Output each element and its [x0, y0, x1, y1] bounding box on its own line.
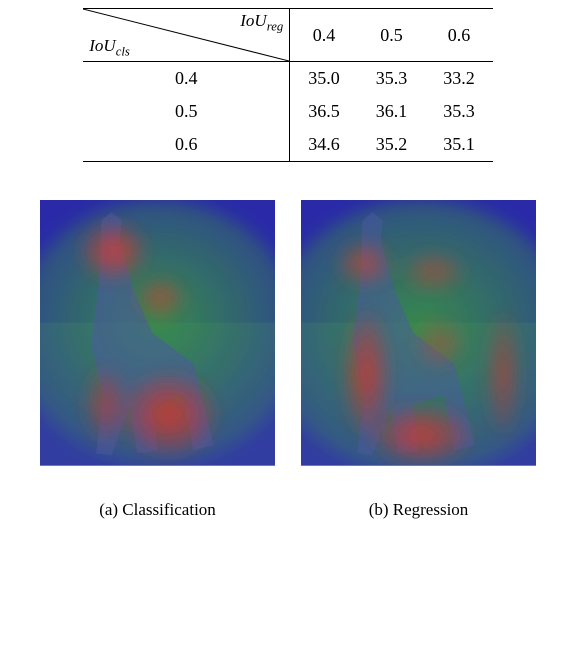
heatmap-regression: [301, 200, 536, 466]
iou-table: IoUreg IoUcls 0.4 0.5 0.6 0.4 35.0 35.3 …: [83, 8, 493, 162]
header-iou-reg-main: IoU: [240, 11, 266, 30]
cell: 35.1: [425, 128, 493, 162]
row-label: 0.5: [83, 95, 290, 128]
caption-b: (b) Regression: [369, 500, 469, 520]
col-header-1: 0.5: [358, 9, 426, 62]
cell-bold: 36.5: [290, 95, 358, 128]
caption-a: (a) Classification: [99, 500, 216, 520]
panel-classification: (a) Classification: [40, 200, 275, 520]
panel-regression: (b) Regression: [301, 200, 536, 520]
header-iou-reg: IoUreg: [240, 11, 283, 34]
page-root: IoUreg IoUcls 0.4 0.5 0.6 0.4 35.0 35.3 …: [0, 0, 576, 540]
cell: 34.6: [290, 128, 358, 162]
header-iou-cls: IoUcls: [89, 36, 130, 59]
diagonal-header-cell: IoUreg IoUcls: [83, 9, 290, 62]
header-iou-cls-main: IoU: [89, 36, 115, 55]
col-header-0: 0.4: [290, 9, 358, 62]
table-row: 0.5 36.5 36.1 35.3: [83, 95, 493, 128]
row-label: 0.4: [83, 62, 290, 96]
cell: 33.2: [425, 62, 493, 96]
figure-row: (a) Classification: [40, 200, 536, 520]
row-label: 0.6: [83, 128, 290, 162]
table-row: 0.6 34.6 35.2 35.1: [83, 128, 493, 162]
cell: 35.2: [358, 128, 426, 162]
table-header-row: IoUreg IoUcls 0.4 0.5 0.6: [83, 9, 493, 62]
heatmap-classification: [40, 200, 275, 466]
header-iou-cls-sub: cls: [116, 44, 130, 58]
table-row: 0.4 35.0 35.3 33.2: [83, 62, 493, 96]
col-header-2: 0.6: [425, 9, 493, 62]
iou-table-wrap: IoUreg IoUcls 0.4 0.5 0.6 0.4 35.0 35.3 …: [40, 8, 536, 162]
header-iou-reg-sub: reg: [267, 19, 284, 33]
cell: 36.1: [358, 95, 426, 128]
cell: 35.3: [358, 62, 426, 96]
cell: 35.3: [425, 95, 493, 128]
cell: 35.0: [290, 62, 358, 96]
